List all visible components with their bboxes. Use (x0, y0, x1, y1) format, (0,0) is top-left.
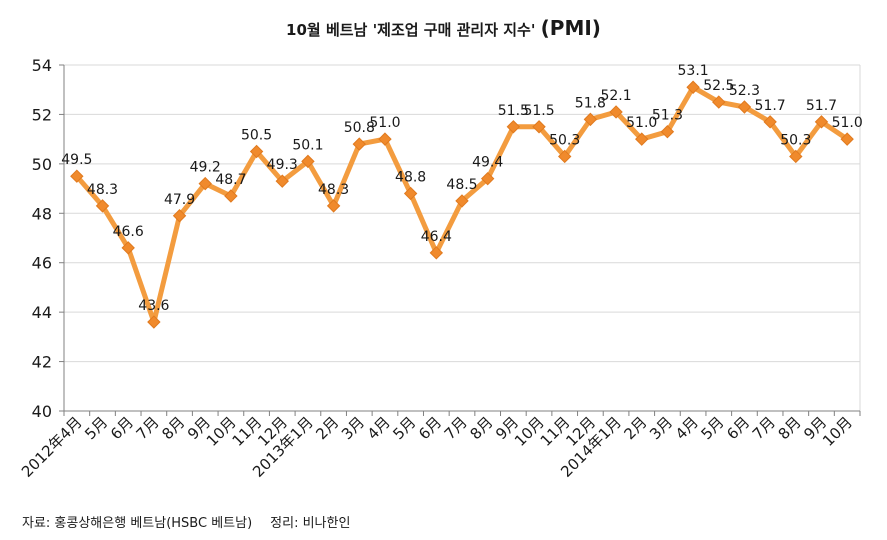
data-point (95, 199, 110, 213)
x-tick-label: 10月 (819, 413, 856, 450)
data-point (789, 149, 803, 164)
x-tick-label: 6月 (723, 413, 753, 443)
data-point (814, 115, 829, 129)
data-point (147, 315, 161, 329)
data-point (480, 171, 495, 186)
data-point (198, 176, 212, 191)
data-point (506, 120, 521, 134)
data-point (172, 209, 187, 223)
data-point (840, 132, 854, 146)
data-label: 46.4 (421, 229, 452, 245)
x-tick-label: 5月 (698, 413, 728, 443)
x-tick-label: 3月 (338, 413, 368, 443)
data-label: 51.7 (806, 98, 837, 114)
x-tick-label: 7月 (133, 413, 163, 443)
x-tick-label: 8月 (158, 413, 188, 443)
x-tick-label: 8月 (775, 413, 805, 443)
data-label: 53.1 (678, 63, 709, 79)
data-point (583, 112, 598, 127)
data-label: 51.8 (575, 95, 606, 111)
data-point (712, 95, 726, 109)
data-point (301, 154, 315, 169)
data-label: 51.5 (498, 103, 529, 119)
x-tick-label: 2月 (312, 413, 342, 443)
data-point (763, 115, 777, 129)
data-point (70, 169, 84, 183)
data-point (352, 137, 366, 151)
data-label: 43.6 (138, 298, 169, 314)
data-label: 48.7 (215, 172, 246, 188)
x-tick-label: 5月 (81, 413, 111, 443)
chart-title: 10월 베트남 '제조업 구매 관리자 지수' (PMI) (0, 16, 887, 40)
data-label: 51.0 (369, 115, 400, 131)
data-point (275, 174, 289, 188)
data-label: 48.5 (446, 177, 477, 193)
data-label: 51.0 (626, 115, 657, 131)
data-label: 49.3 (267, 157, 298, 173)
y-tick-label: 54 (32, 56, 52, 75)
source-note: 자료: 홍콩상해은행 베트남(HSBC 베트남) 정리: 비나한인 (22, 512, 350, 531)
data-label: 49.5 (61, 152, 92, 168)
data-label: 50.5 (241, 128, 272, 144)
compiled-label: 정리: 비나한인 (270, 516, 351, 531)
data-label: 50.1 (292, 137, 323, 153)
y-tick-label: 42 (32, 353, 52, 372)
chart-title-text: 10월 베트남 '제조업 구매 관리자 지수' (286, 21, 536, 39)
x-tick-label: 4月 (364, 413, 394, 443)
data-point (660, 125, 675, 139)
data-point (121, 241, 135, 255)
data-label: 46.6 (113, 224, 144, 240)
data-label: 50.8 (344, 120, 375, 136)
data-label: 52.1 (600, 88, 631, 104)
data-label: 49.4 (472, 155, 503, 171)
x-tick-label: 4月 (672, 413, 702, 443)
data-point (532, 120, 546, 134)
data-label: 52.5 (703, 78, 734, 94)
data-label: 51.3 (652, 108, 683, 124)
x-tick-label: 8月 (466, 413, 496, 443)
data-label: 50.3 (780, 132, 811, 148)
x-tick-label: 5月 (389, 413, 419, 443)
y-tick-label: 50 (32, 155, 52, 174)
data-label: 48.8 (395, 170, 426, 186)
data-label: 50.3 (549, 132, 580, 148)
x-tick-label: 6月 (415, 413, 445, 443)
x-tick-label: 2月 (620, 413, 650, 443)
data-point (558, 149, 572, 164)
data-point (609, 105, 623, 119)
data-label: 48.3 (87, 182, 118, 198)
data-point (686, 80, 700, 94)
x-tick-label: 3月 (646, 413, 676, 443)
data-label: 47.9 (164, 192, 195, 208)
data-label: 51.0 (832, 115, 863, 131)
data-point (455, 194, 469, 208)
y-tick-label: 48 (32, 204, 52, 223)
y-tick-label: 40 (32, 402, 52, 421)
data-point (378, 132, 392, 146)
x-tick-label: 7月 (441, 413, 471, 443)
data-point (249, 144, 264, 159)
x-tick-label: 2012年4月 (18, 413, 86, 481)
data-label: 51.7 (755, 98, 786, 114)
data-label: 51.5 (523, 103, 554, 119)
y-tick-label: 52 (32, 105, 52, 124)
data-label: 52.3 (729, 83, 760, 99)
data-point (326, 199, 341, 213)
y-tick-label: 46 (32, 254, 52, 273)
data-label: 48.3 (318, 182, 349, 198)
data-point (224, 189, 238, 203)
x-tick-label: 7月 (749, 413, 779, 443)
data-label: 49.2 (190, 160, 221, 176)
data-point (429, 246, 444, 260)
data-point (635, 132, 649, 146)
source-label: 자료: 홍콩상해은행 베트남(HSBC 베트남) (22, 516, 253, 531)
x-tick-label: 6月 (107, 413, 137, 443)
data-point (403, 186, 418, 201)
data-point (737, 100, 752, 114)
chart-title-suffix: (PMI) (540, 16, 601, 40)
y-tick-label: 44 (32, 303, 52, 322)
